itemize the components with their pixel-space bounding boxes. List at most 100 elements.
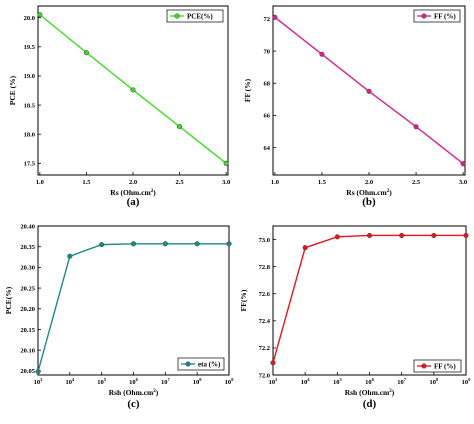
data-point [463, 232, 469, 239]
chart-panel-2: 1.0 1.5 2.0 2.5 3.0 64 66 68 70 72 Rs (Ohm.cm2) FF … [243, 5, 467, 208]
data-point [319, 51, 325, 57]
y-tick-label: 20.0 [24, 15, 35, 22]
x-axis-label: Rs (Ohm.cm2) [346, 188, 392, 197]
plot-frame [37, 225, 230, 376]
x-tick-label: 2.5 [176, 179, 185, 186]
x-tick-base: 10 [365, 379, 372, 386]
x-tick-base: 2.0 [129, 179, 137, 186]
y-tick-label: 73.0 [259, 237, 270, 244]
series-line [37, 243, 229, 372]
data-point [413, 124, 419, 130]
x-tick-base: 10 [161, 379, 168, 386]
y-tick-label: 20.20 [20, 306, 35, 313]
x-tick-label: 106 [365, 377, 375, 386]
legend-box [413, 9, 461, 23]
data-point [177, 124, 183, 130]
x-axis-label-text: Rs (Ohm.cm [346, 188, 387, 197]
y-tick-label: 20.10 [20, 347, 35, 354]
x-tick-base: 2.0 [365, 179, 373, 186]
x-axis-label-sup: 2 [153, 389, 156, 394]
chart-panel-3: 103 104 105 106 107 108 10920.0520.1020.1520.2… [4, 223, 234, 410]
x-tick-base: 10 [301, 379, 308, 386]
x-tick-exponent: 5 [339, 377, 342, 382]
x-tick-label: 1.0 [271, 179, 279, 186]
x-tick-label: 2.0 [129, 179, 137, 186]
y-axis-label: PCE (%) [8, 75, 17, 105]
legend-label: FF (%) [434, 363, 456, 371]
x-tick-label: 103 [34, 377, 44, 386]
data-point [272, 14, 278, 20]
panel-caption: (c) [127, 398, 140, 410]
x-axis-label: Rs (Ohm.cm2) [110, 188, 156, 197]
x-axis-label-sup: 2 [389, 389, 392, 394]
x-tick-label: 1.5 [318, 179, 327, 186]
x-tick-exponent: 9 [231, 377, 234, 382]
x-tick-label: 2.5 [412, 179, 421, 186]
x-axis-label: Rsh (Ohm.cm2) [345, 388, 395, 397]
x-tick-base: 1.5 [318, 179, 327, 186]
y-tick-label: 20.35 [20, 244, 35, 251]
y-tick-label: 19.5 [24, 44, 36, 51]
series-line [272, 234, 466, 363]
x-tick-base: 10 [462, 379, 469, 386]
data-point [130, 87, 136, 93]
x-tick-exponent: 6 [136, 377, 139, 382]
x-tick-base: 2.5 [176, 179, 185, 186]
legend-box [413, 359, 462, 373]
y-tick-label: 18.5 [24, 102, 36, 109]
x-tick-exponent: 9 [468, 377, 471, 382]
y-axis-label: FF(%) [239, 289, 248, 311]
x-tick-exponent: 5 [104, 377, 107, 382]
y-tick-label: 72.0 [259, 372, 270, 379]
x-tick-label: 105 [97, 377, 107, 386]
y-tick-label: 18.0 [24, 132, 35, 139]
legend-box [166, 9, 224, 23]
x-tick-exponent: 6 [372, 377, 375, 382]
legend-marker [421, 13, 427, 19]
x-tick-base: 10 [65, 379, 72, 386]
y-tick-label: 72.4 [259, 318, 271, 325]
data-point [366, 88, 372, 94]
data-point [226, 241, 232, 247]
data-point [270, 360, 276, 366]
x-axis-label-text: Rsh (Ohm.cm [109, 388, 154, 397]
data-point [399, 232, 405, 239]
x-tick-label: 109 [225, 377, 235, 386]
y-tick-label: 20.15 [20, 327, 35, 334]
legend-label: PCE(%) [187, 13, 213, 21]
data-point [35, 369, 41, 375]
x-tick-label: 104 [301, 377, 311, 386]
x-axis-label-sup: 2 [151, 189, 154, 194]
y-axis-label: FF (%) [243, 78, 252, 102]
y-tick-label: 20.05 [20, 368, 35, 375]
x-tick-label: 107 [161, 377, 171, 386]
data-point [223, 160, 229, 166]
x-tick-base: 10 [193, 379, 200, 386]
legend-box [177, 357, 225, 371]
legend-label: FF (%) [434, 13, 456, 21]
data-point [460, 161, 466, 167]
panel-caption: (b) [362, 196, 376, 208]
x-tick-label: 1.5 [82, 179, 91, 186]
x-axis-label-end: ) [153, 188, 156, 197]
y-tick-label: 19.0 [24, 73, 35, 80]
data-point [130, 241, 137, 247]
x-tick-label: 104 [65, 377, 75, 386]
y-tick-label: 68 [264, 81, 271, 88]
x-tick-base: 10 [225, 379, 232, 386]
x-tick-base: 10 [397, 379, 404, 386]
data-point [194, 241, 200, 247]
data-point [162, 241, 168, 247]
y-tick-label: 72.8 [259, 264, 271, 271]
x-tick-label: 3.0 [222, 179, 230, 186]
y-tick-label: 64 [264, 145, 271, 152]
x-tick-exponent: 4 [72, 377, 75, 382]
x-tick-exponent: 7 [404, 377, 407, 382]
x-tick-label: 3.0 [459, 179, 467, 186]
chart-panel-4: 103 104 105 106 107 108 10972.072.272.472.672.… [239, 225, 471, 410]
data-point [83, 50, 89, 56]
data-point [431, 232, 437, 239]
x-tick-base: 2.5 [412, 179, 421, 186]
x-tick-base: 10 [333, 379, 340, 386]
